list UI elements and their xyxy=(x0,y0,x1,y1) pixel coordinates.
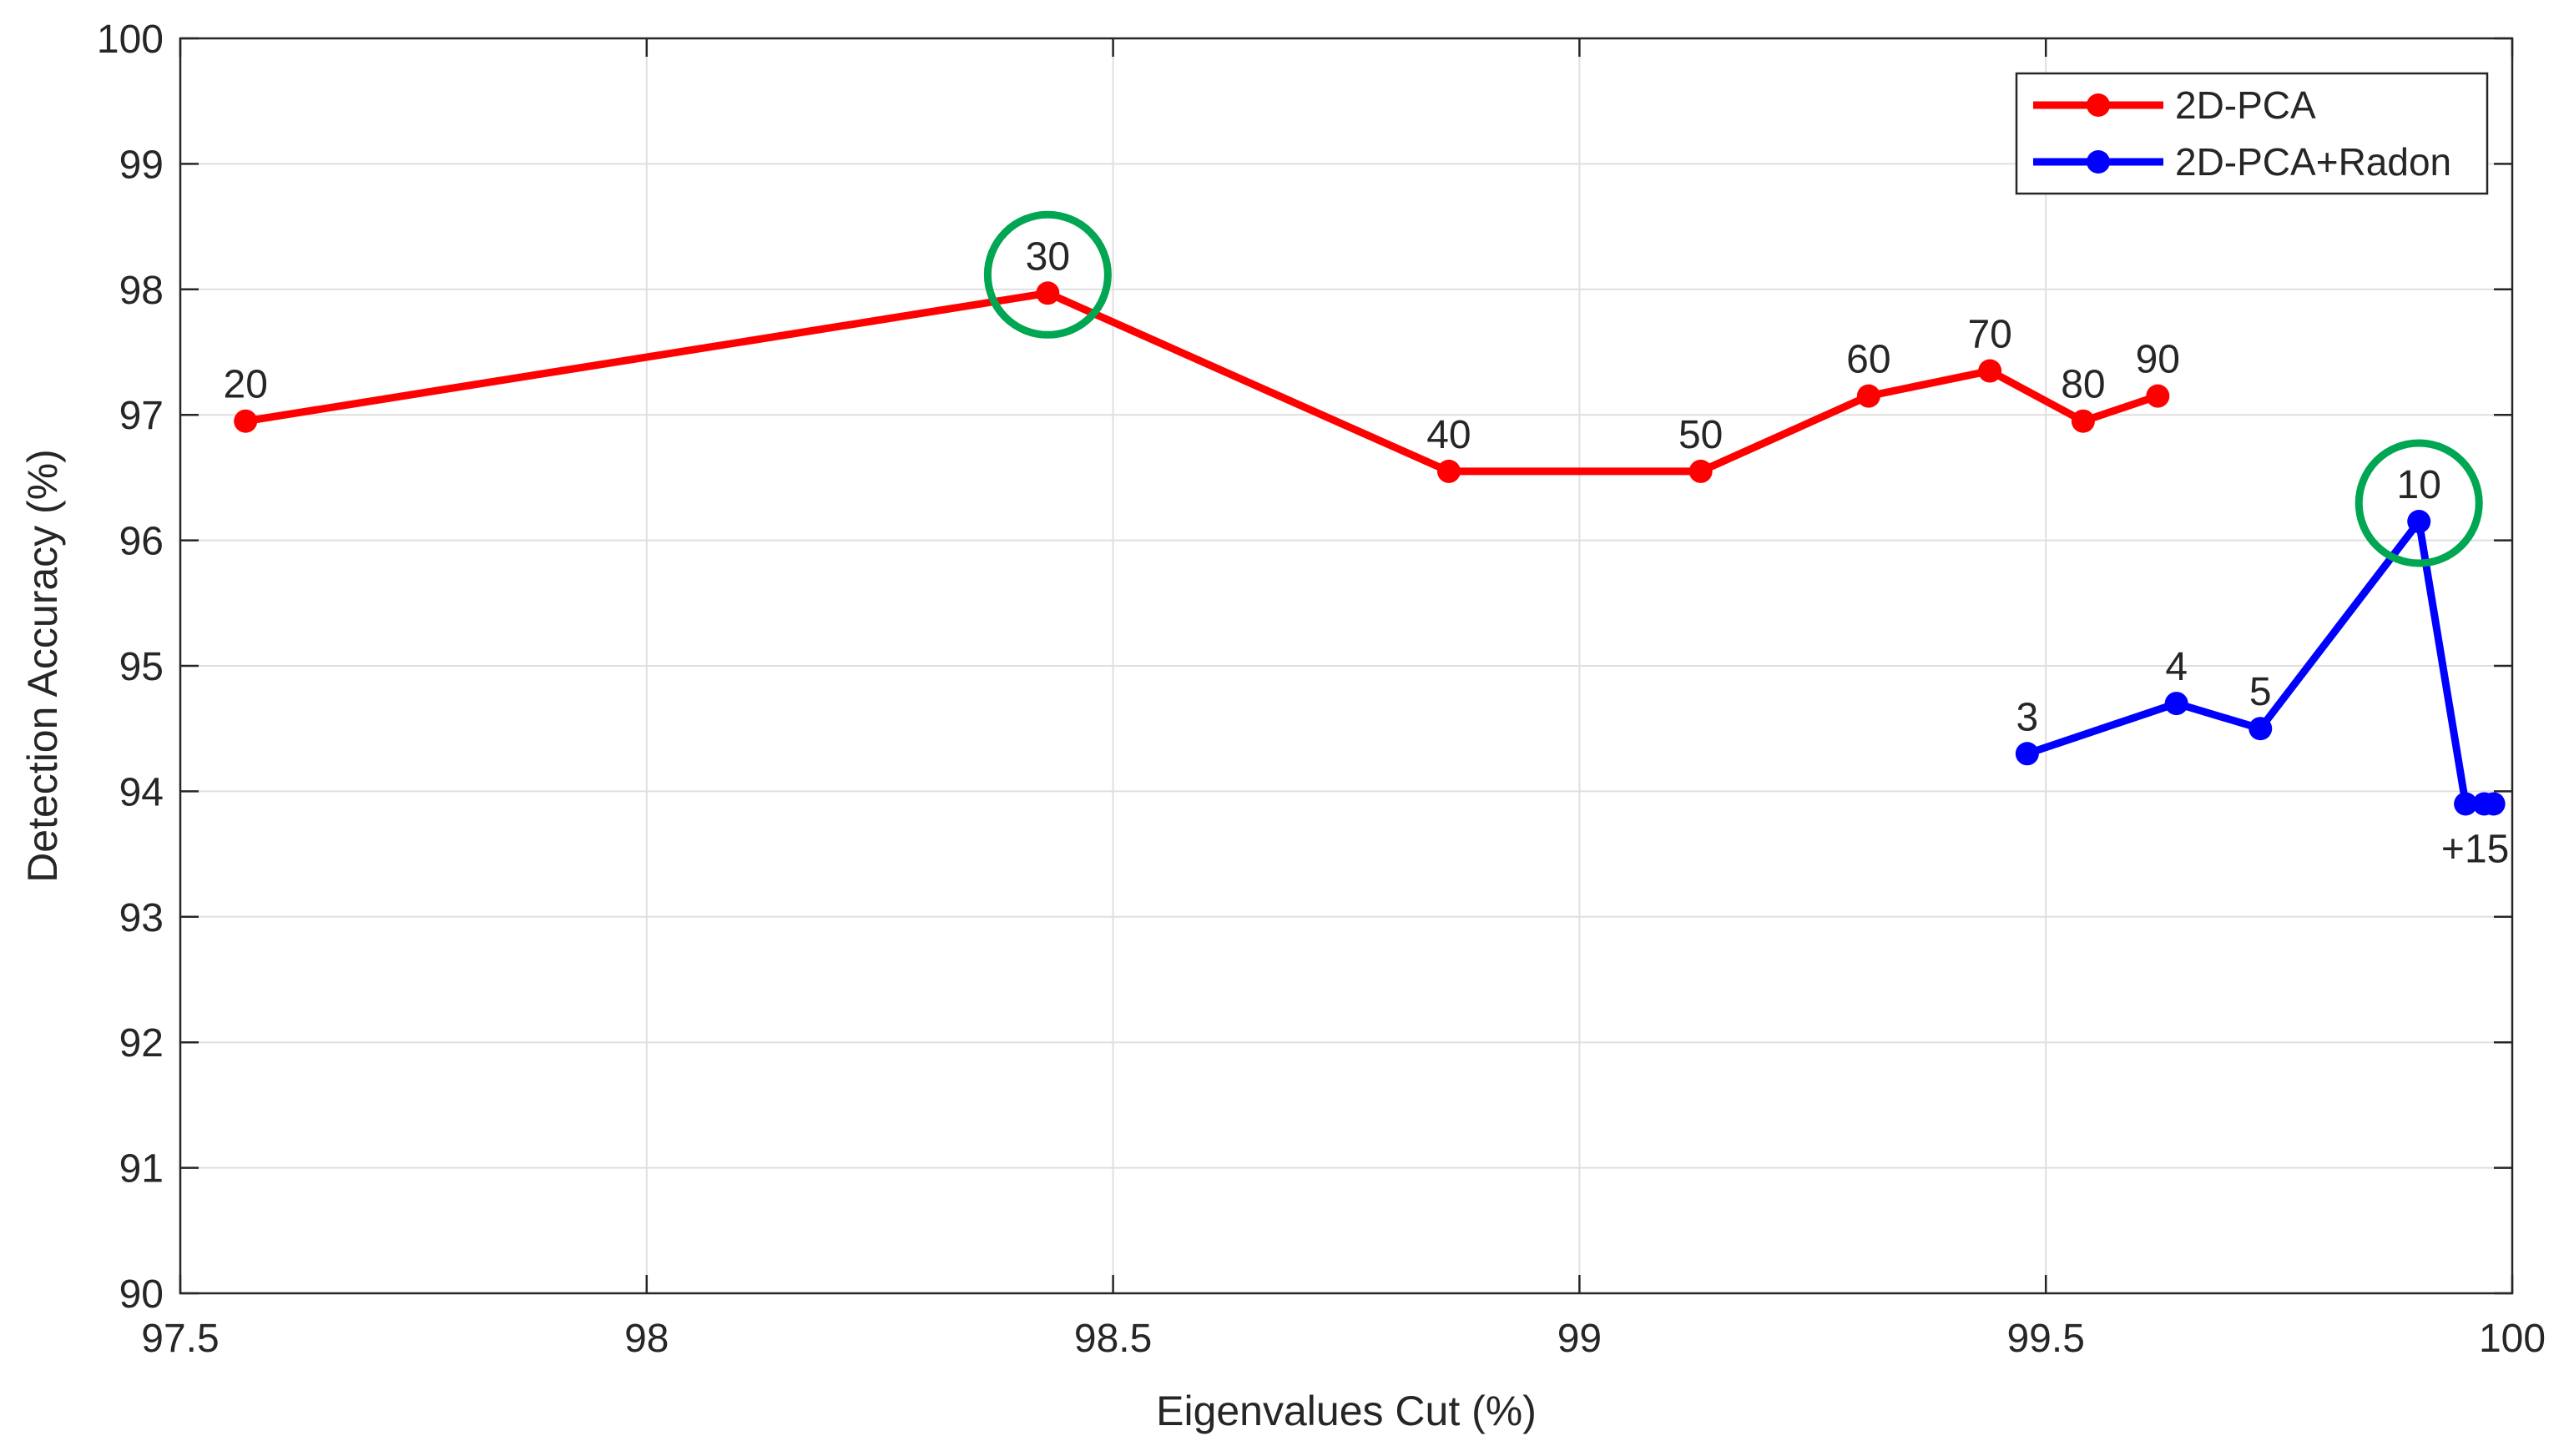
data-point-2d-pca-radon xyxy=(2164,692,2188,716)
point-label: 80 xyxy=(2061,363,2105,407)
y-tick-label: 97 xyxy=(119,394,164,438)
point-label: +15 xyxy=(2441,827,2509,871)
series-lines xyxy=(234,281,2506,816)
series-2d-pca-radon xyxy=(2015,510,2506,816)
legend-label: 2D-PCA xyxy=(2175,83,2316,127)
point-label: 5 xyxy=(2249,670,2272,714)
legend-box xyxy=(2015,72,2489,195)
data-point-2d-pca xyxy=(1856,384,1880,408)
plot-area: 20 30 40 50 60 70 80 90 3 4 5 10 +15 xyxy=(179,37,2514,1295)
point-label: 3 xyxy=(2016,695,2038,739)
x-tick-label: 97.5 xyxy=(141,1317,219,1361)
tick-labels: 97.5 98 98.5 99 99.5 100 90 91 92 93 94 95 96 97 98 99 1… xyxy=(97,18,2546,1361)
y-tick-label: 99 xyxy=(119,143,164,187)
point-label: 70 xyxy=(1967,313,2011,357)
x-tick-label: 100 xyxy=(2479,1317,2546,1361)
y-tick-label: 90 xyxy=(119,1272,164,1317)
legend-label: 2D-PCA+Radon xyxy=(2175,140,2451,184)
series-2d-pca xyxy=(234,281,2170,483)
x-axis-label: Eigenvalues Cut (%) xyxy=(1156,1388,1537,1434)
data-point-2d-pca xyxy=(1978,359,2002,383)
y-tick-label: 91 xyxy=(119,1147,164,1192)
data-point-2d-pca-radon xyxy=(2481,792,2506,816)
y-tick-label: 95 xyxy=(119,645,164,689)
highlight-circle xyxy=(983,210,1112,339)
data-point-2d-pca xyxy=(1036,281,1060,305)
x-tick-label: 99.5 xyxy=(2006,1317,2084,1361)
data-point-2d-pca-radon xyxy=(2249,717,2273,741)
point-label: 50 xyxy=(1678,413,1723,457)
point-label: 60 xyxy=(1846,338,1890,382)
point-label: 4 xyxy=(2165,645,2188,689)
x-tick-label: 98 xyxy=(624,1317,669,1361)
legend-marker xyxy=(2087,93,2110,117)
y-tick-label: 96 xyxy=(119,520,164,564)
series-line-2d-pca xyxy=(241,289,2162,476)
y-tick-label: 93 xyxy=(119,896,164,940)
y-tick-label: 92 xyxy=(119,1021,164,1066)
data-point-2d-pca-radon xyxy=(2407,510,2431,534)
data-point-2d-pca-radon xyxy=(2015,742,2039,766)
point-label: 40 xyxy=(1426,413,1471,457)
legend-marker xyxy=(2087,150,2110,174)
x-tick-label: 98.5 xyxy=(1074,1317,1152,1361)
point-label: 10 xyxy=(2397,463,2441,507)
y-tick-label: 98 xyxy=(119,269,164,313)
y-axis-label: Detection Accuracy (%) xyxy=(19,449,66,883)
point-label: 90 xyxy=(2136,338,2180,382)
point-label: 20 xyxy=(224,363,268,407)
data-point-2d-pca xyxy=(234,409,258,433)
highlight-circle xyxy=(2354,439,2483,567)
point-label: 30 xyxy=(1026,234,1070,279)
data-point-2d-pca-radon xyxy=(2454,792,2478,816)
data-point-2d-pca xyxy=(2071,409,2095,433)
data-point-2d-pca xyxy=(1436,459,1461,483)
point-labels: 20 30 40 50 60 70 80 90 3 4 5 10 +15 xyxy=(224,234,2510,871)
y-tick-label: 100 xyxy=(97,18,164,62)
data-point-2d-pca xyxy=(2146,384,2170,408)
legend: 2D-PCA 2D-PCA+Radon xyxy=(2015,72,2489,195)
y-tick-label: 94 xyxy=(119,770,164,814)
data-point-2d-pca xyxy=(1688,459,1713,483)
axes xyxy=(179,37,2514,1295)
highlight-circles xyxy=(983,210,2483,567)
x-tick-label: 99 xyxy=(1557,1317,1602,1361)
